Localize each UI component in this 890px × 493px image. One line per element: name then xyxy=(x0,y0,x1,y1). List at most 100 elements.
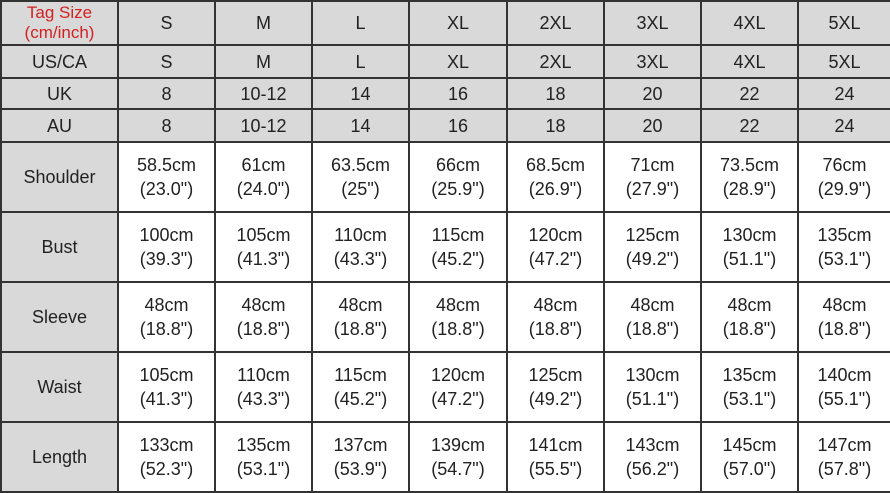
measurement-row: Waist 105cm (41.3") 110cm (43.3") 115cm (45.2"… xyxy=(0,351,890,423)
row-label: Shoulder xyxy=(23,167,96,187)
size-label: 4XL xyxy=(733,13,766,33)
size-value: 8 xyxy=(161,115,172,136)
size-value: 20 xyxy=(642,115,663,136)
cm-value: 110cm xyxy=(237,365,290,385)
cm-value: 125cm xyxy=(625,225,680,245)
measurement-cell: 66cm (25.9") xyxy=(408,141,508,213)
size-value: XL xyxy=(446,51,470,72)
cm-value: 135cm xyxy=(817,225,872,245)
size-value: 5XL xyxy=(828,51,861,72)
size-header-cell: 4XL xyxy=(700,0,799,46)
cm-value: 143cm xyxy=(625,435,680,455)
cm-value: 61cm xyxy=(241,155,286,175)
row-label-cell: Shoulder xyxy=(0,141,119,213)
measurement-cell: 48cm (18.8") xyxy=(311,281,410,353)
inch-value: (18.8") xyxy=(333,319,388,339)
cm-value: 137cm xyxy=(333,435,388,455)
inch-value: (41.3") xyxy=(139,389,194,409)
measurement-cell: 139cm (54.7") xyxy=(408,421,508,493)
measurement-cell: 133cm (52.3") xyxy=(117,421,216,493)
measurement-cell: 135cm (53.1") xyxy=(700,351,799,423)
measurement-cell: 115cm (45.2") xyxy=(311,351,410,423)
cm-value: 115cm xyxy=(334,365,387,385)
size-value: 14 xyxy=(350,115,371,136)
size-cell: M xyxy=(214,44,313,79)
size-value: 22 xyxy=(739,83,760,104)
size-cell: 4XL xyxy=(700,44,799,79)
row-label-cell: Waist xyxy=(0,351,119,423)
size-label: 2XL xyxy=(539,13,572,33)
inch-value: (27.9") xyxy=(625,179,680,199)
inch-value: (28.9") xyxy=(722,179,777,199)
inch-value: (25.9") xyxy=(431,179,485,199)
cm-value: 48cm xyxy=(144,295,189,315)
row-label: Sleeve xyxy=(31,307,88,327)
size-value: S xyxy=(160,51,173,72)
cm-value: 48cm xyxy=(630,295,675,315)
size-cell: 16 xyxy=(408,77,508,110)
size-value: 4XL xyxy=(733,51,766,72)
size-value: 14 xyxy=(350,83,371,104)
size-value: 16 xyxy=(447,83,469,104)
inch-value: (39.3") xyxy=(139,249,194,269)
inch-value: (23.0") xyxy=(139,179,194,199)
inch-value: (57.0") xyxy=(722,459,777,479)
inch-value: (53.9") xyxy=(333,459,388,479)
cm-value: 140cm xyxy=(817,365,872,385)
tag-size-label: Tag Size xyxy=(26,3,93,22)
cm-value: 130cm xyxy=(625,365,680,385)
measurement-cell: 120cm (47.2") xyxy=(506,211,605,283)
inch-value: (18.8") xyxy=(528,319,583,339)
cm-value: 147cm xyxy=(817,435,872,455)
row-label: US/CA xyxy=(31,51,87,72)
measurement-cell: 120cm (47.2") xyxy=(408,351,508,423)
size-label: L xyxy=(355,13,366,33)
measurement-cell: 135cm (53.1") xyxy=(797,211,890,283)
unit-label: (cm/inch) xyxy=(24,23,95,42)
cm-value: 48cm xyxy=(533,295,578,315)
size-header-cell: 3XL xyxy=(603,0,702,46)
cm-value: 48cm xyxy=(241,295,286,315)
measurement-cell: 48cm (18.8") xyxy=(506,281,605,353)
size-cell: 22 xyxy=(700,77,799,110)
measurement-cell: 48cm (18.8") xyxy=(117,281,216,353)
size-cell: 18 xyxy=(506,108,605,143)
size-header-cell: XL xyxy=(408,0,508,46)
inch-value: (18.8") xyxy=(431,319,485,339)
measurement-cell: 115cm (45.2") xyxy=(408,211,508,283)
measurement-cell: 76cm (29.9") xyxy=(797,141,890,213)
measurement-cell: 61cm (24.0") xyxy=(214,141,313,213)
cm-value: 66cm xyxy=(435,155,480,175)
size-cell: 24 xyxy=(797,77,890,110)
cm-value: 105cm xyxy=(236,225,291,245)
size-header-cell: 2XL xyxy=(506,0,605,46)
inch-value: (26.9") xyxy=(528,179,583,199)
measurement-cell: 137cm (53.9") xyxy=(311,421,410,493)
size-cell: 8 xyxy=(117,108,216,143)
measurement-cell: 58.5cm (23.0") xyxy=(117,141,216,213)
measurement-cell: 110cm (43.3") xyxy=(311,211,410,283)
size-value: 10-12 xyxy=(240,83,287,104)
measurement-cell: 73.5cm (28.9") xyxy=(700,141,799,213)
inch-value: (49.2") xyxy=(528,389,583,409)
measurement-cell: 48cm (18.8") xyxy=(700,281,799,353)
cm-value: 48cm xyxy=(338,295,383,315)
measurement-row: Length 133cm (52.3") 135cm (53.1") 137cm (53.9… xyxy=(0,421,890,493)
size-value: 18 xyxy=(545,115,566,136)
inch-value: (24.0") xyxy=(236,179,291,199)
inch-value: (41.3") xyxy=(236,249,291,269)
inch-value: (51.1") xyxy=(625,389,680,409)
row-label-cell: Sleeve xyxy=(0,281,119,353)
measurement-cell: 130cm (51.1") xyxy=(603,351,702,423)
size-cell: 14 xyxy=(311,108,410,143)
measurement-cell: 147cm (57.8") xyxy=(797,421,890,493)
measurement-cell: 125cm (49.2") xyxy=(506,351,605,423)
cm-value: 135cm xyxy=(236,435,291,455)
size-cell: 3XL xyxy=(603,44,702,79)
inch-value: (43.3") xyxy=(333,249,388,269)
size-cell: 24 xyxy=(797,108,890,143)
inch-value: (52.3") xyxy=(139,459,194,479)
measurement-cell: 68.5cm (26.9") xyxy=(506,141,605,213)
measurement-cell: 48cm (18.8") xyxy=(214,281,313,353)
cm-value: 145cm xyxy=(722,435,777,455)
